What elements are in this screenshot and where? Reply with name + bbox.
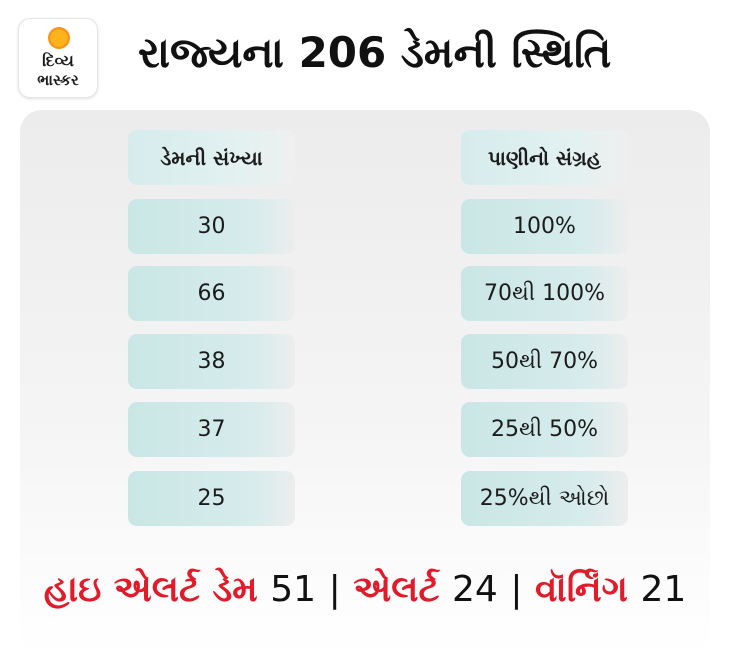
row-2-dam-count: 66: [128, 266, 295, 321]
logo-line-2: ભાસ્કર: [37, 71, 79, 89]
row-1-dam-count: 30: [128, 199, 295, 254]
warning-label: વૉર્નિંગ: [535, 569, 628, 610]
header-dam-count: ડેમની સંખ્યા: [128, 130, 295, 185]
alert-count: 24: [451, 569, 498, 610]
separator: |: [328, 569, 341, 610]
separator: |: [510, 569, 523, 610]
row-3-dam-count: 38: [128, 334, 295, 389]
page-title: રાજ્યના 206 ડેમની સ્થિતિ: [138, 28, 612, 77]
header-water-storage: પાણીનો સંગ્રહ: [461, 130, 628, 185]
row-5-dam-count: 25: [128, 471, 295, 526]
sun-icon: [48, 27, 70, 49]
divya-bhaskar-logo: દિવ્ય ભાસ્કર: [18, 18, 98, 98]
row-4-storage: 25થી 50%: [461, 402, 628, 457]
row-1-storage: 100%: [461, 199, 628, 254]
warning-count: 21: [640, 569, 687, 610]
row-3-storage: 50થી 70%: [461, 334, 628, 389]
row-4-dam-count: 37: [128, 402, 295, 457]
row-2-storage: 70થી 100%: [461, 266, 628, 321]
high-alert-label: હાઇ એલર્ટ ડેમ: [43, 569, 258, 610]
high-alert-count: 51: [270, 569, 317, 610]
logo-line-1: દિવ્ય: [42, 51, 74, 70]
row-5-storage: 25%થી ઓછો: [461, 471, 628, 526]
alert-label: એલર્ટ: [353, 569, 440, 610]
alert-summary: હાઇ એલર્ટ ડેમ 51 | એલર્ટ 24 | વૉર્નિંગ 2…: [0, 572, 730, 608]
